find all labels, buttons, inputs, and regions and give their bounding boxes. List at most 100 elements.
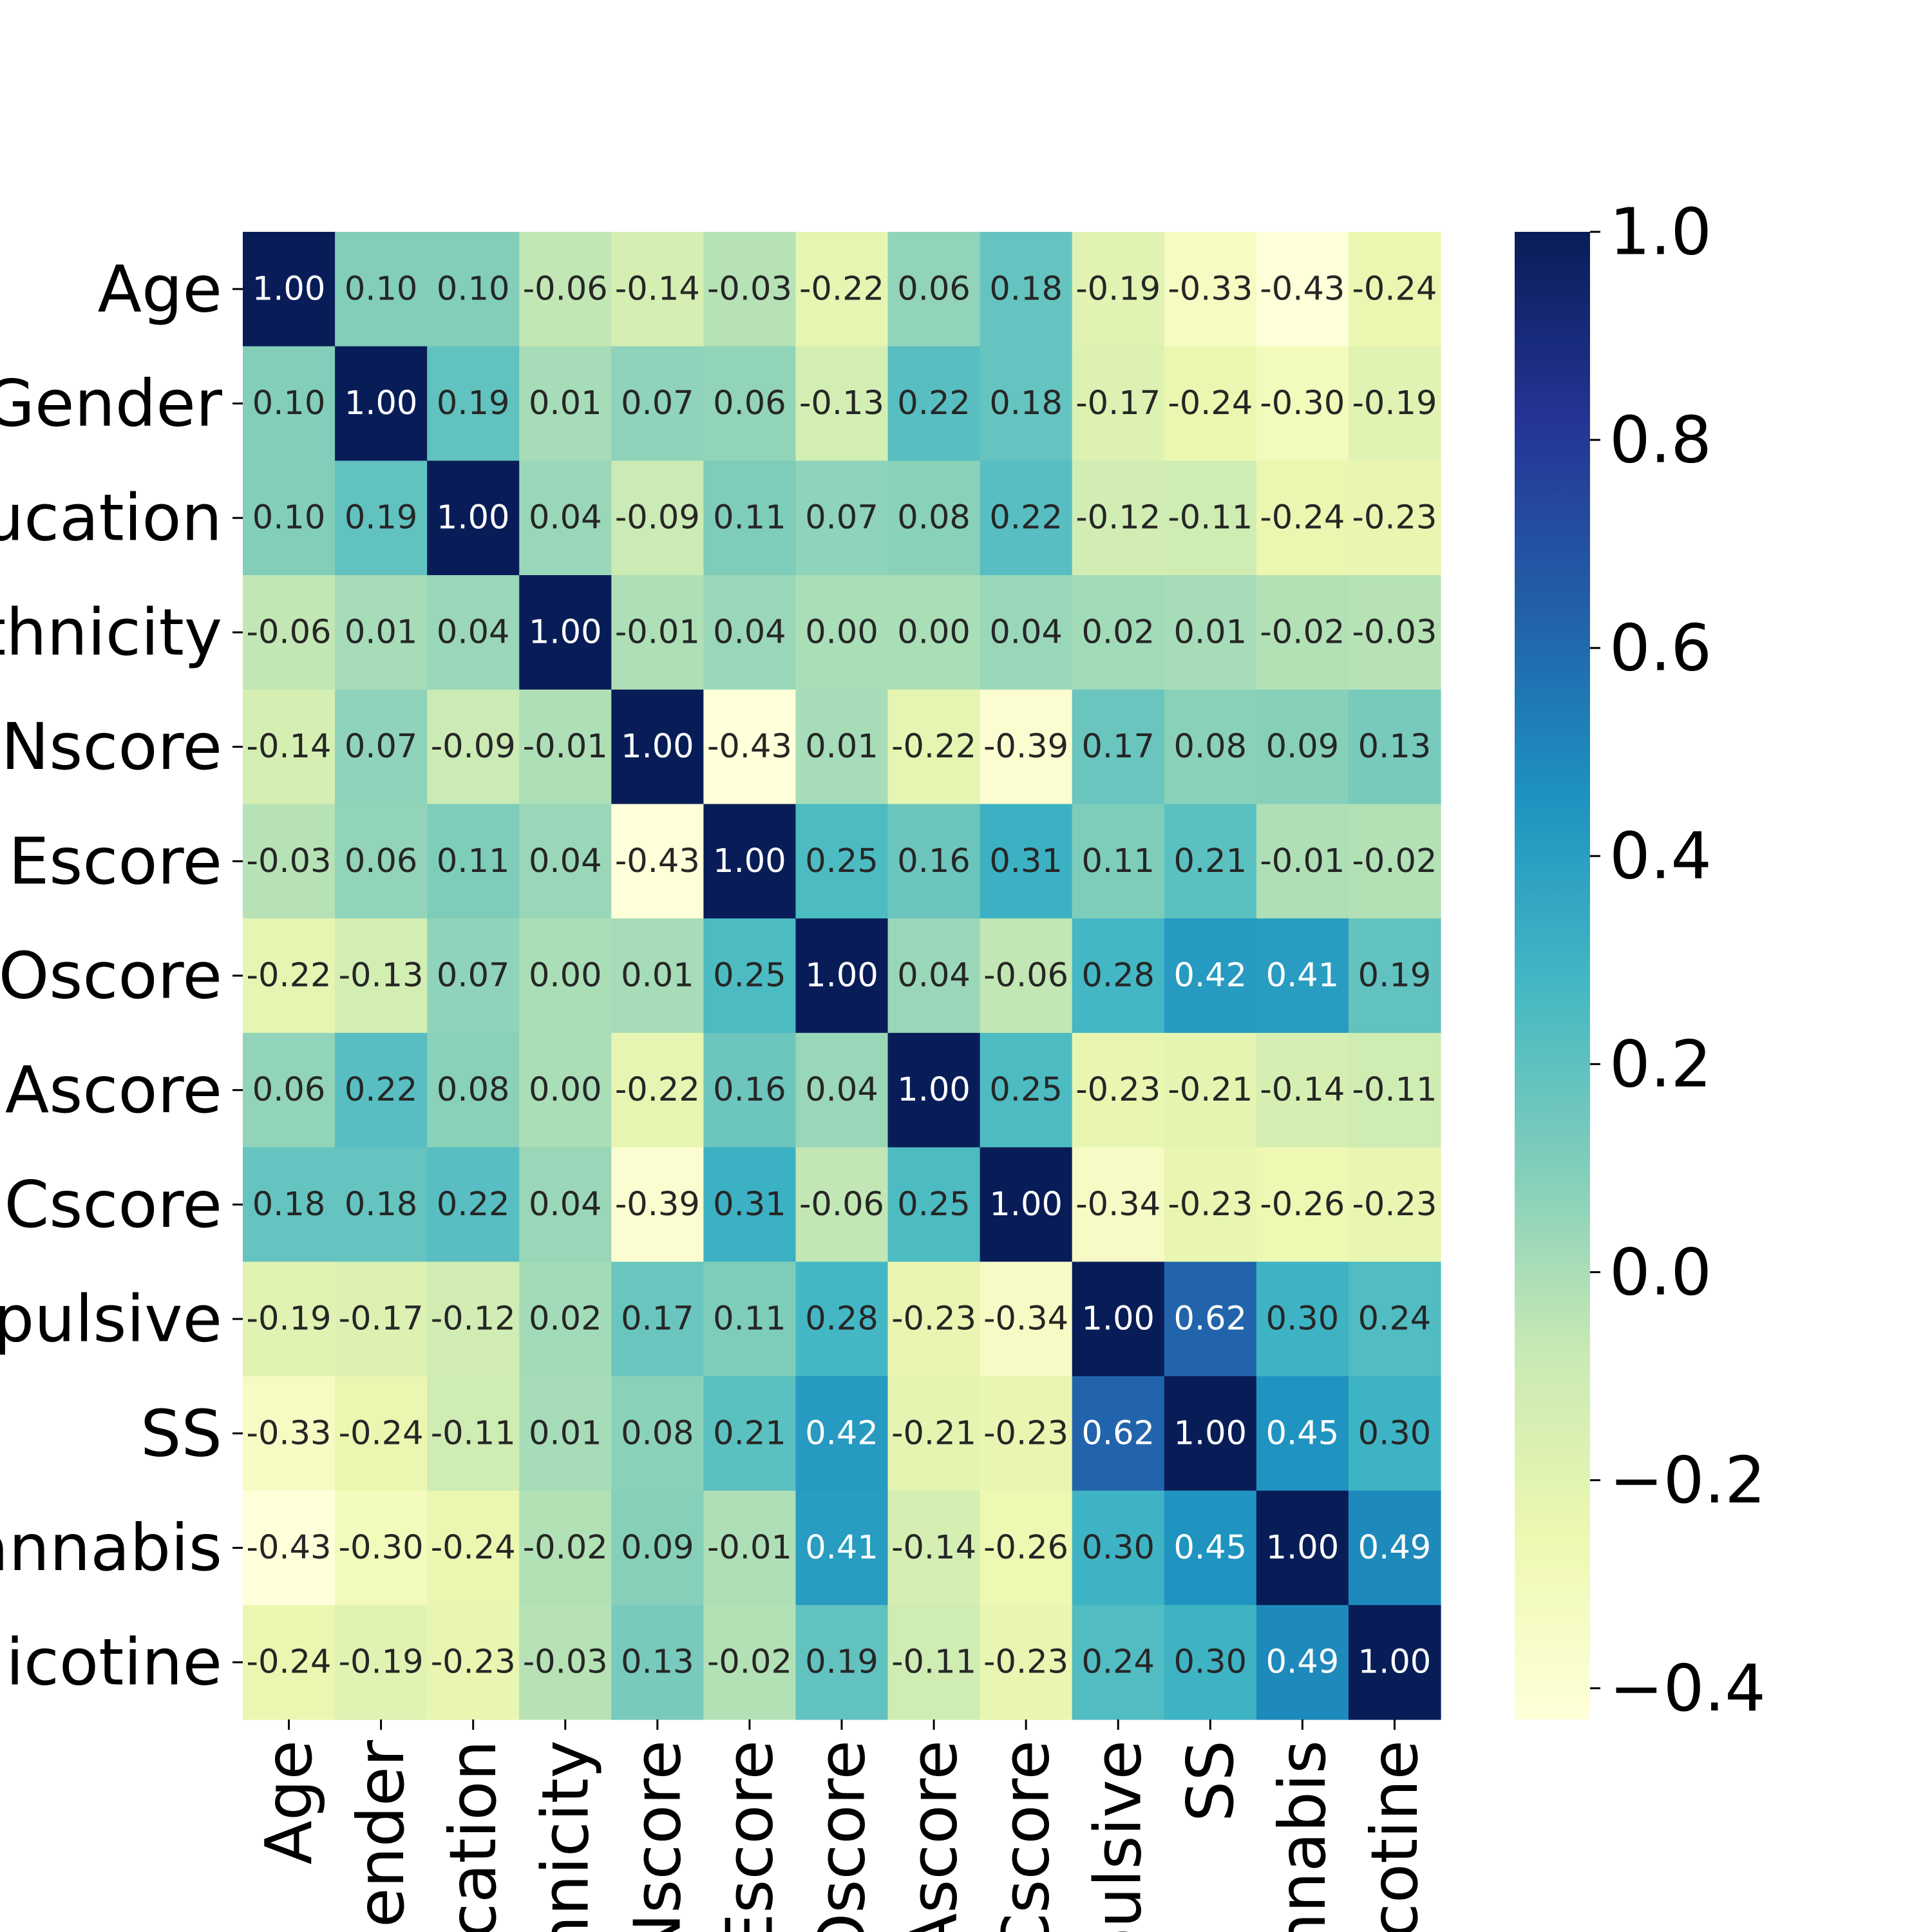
cell-value-age-ss: -0.33 bbox=[1168, 270, 1253, 308]
cell-value-cscore-escore: 0.31 bbox=[713, 1186, 786, 1224]
cell-value-escore-nicotine: -0.02 bbox=[1352, 842, 1437, 880]
cell-impulsive-gender bbox=[335, 1262, 428, 1377]
cell-value-education-nscore: -0.09 bbox=[615, 499, 700, 537]
cell-nscore-gender bbox=[335, 689, 428, 805]
cell-gender-education bbox=[427, 346, 520, 461]
cell-value-education-oscore: 0.07 bbox=[805, 499, 878, 537]
cell-value-education-cannabis: -0.24 bbox=[1260, 499, 1345, 537]
cell-value-age-gender: 0.10 bbox=[345, 270, 418, 308]
y-tick-label-oscore: Oscore bbox=[0, 938, 222, 1014]
cell-value-ascore-cannabis: -0.14 bbox=[1260, 1071, 1345, 1109]
cell-ascore-cannabis bbox=[1256, 1032, 1349, 1148]
colorbar-tick-label: 0.4 bbox=[1609, 819, 1712, 894]
cell-nicotine-ethnicity bbox=[519, 1605, 612, 1720]
cell-value-cscore-ascore: 0.25 bbox=[897, 1186, 971, 1224]
colorbar-tick-label: −0.2 bbox=[1609, 1443, 1766, 1518]
cell-cscore-nscore bbox=[611, 1147, 704, 1262]
cell-value-ethnicity-ethnicity: 1.00 bbox=[529, 613, 602, 651]
cell-value-ss-escore: 0.21 bbox=[713, 1414, 786, 1452]
cell-value-nscore-gender: 0.07 bbox=[345, 728, 418, 766]
cell-gender-escore bbox=[703, 346, 797, 461]
cell-education-cscore bbox=[980, 460, 1073, 576]
cell-value-age-ascore: 0.06 bbox=[897, 270, 971, 308]
cell-value-age-oscore: -0.22 bbox=[799, 270, 884, 308]
cell-escore-ethnicity bbox=[519, 804, 612, 919]
cell-cannabis-cscore bbox=[980, 1490, 1073, 1605]
cell-ss-ethnicity bbox=[519, 1376, 612, 1492]
cell-value-oscore-impulsive: 0.28 bbox=[1081, 957, 1155, 995]
cell-value-nicotine-cscore: -0.23 bbox=[983, 1643, 1068, 1681]
cell-value-cscore-cannabis: -0.26 bbox=[1260, 1186, 1345, 1224]
cell-escore-escore bbox=[703, 804, 797, 919]
cell-value-oscore-ethnicity: 0.00 bbox=[529, 957, 602, 995]
cell-cannabis-oscore bbox=[795, 1490, 889, 1605]
cell-cannabis-ascore bbox=[887, 1490, 981, 1605]
cell-value-ascore-cscore: 0.25 bbox=[989, 1071, 1063, 1109]
cell-value-ascore-impulsive: -0.23 bbox=[1075, 1071, 1160, 1109]
cell-value-impulsive-ascore: -0.23 bbox=[891, 1300, 976, 1338]
cell-value-cannabis-escore: -0.01 bbox=[707, 1529, 792, 1567]
y-tick-label-age: Age bbox=[98, 251, 222, 327]
cell-nicotine-education bbox=[427, 1605, 520, 1720]
cell-cscore-cscore bbox=[980, 1147, 1073, 1262]
cell-cannabis-nscore bbox=[611, 1490, 704, 1605]
cell-value-age-education: 0.10 bbox=[437, 270, 510, 308]
cell-value-cannabis-nicotine: 0.49 bbox=[1358, 1529, 1432, 1567]
cell-ss-oscore bbox=[795, 1376, 889, 1492]
cell-nscore-age bbox=[243, 689, 336, 805]
cell-value-escore-ss: 0.21 bbox=[1174, 842, 1247, 880]
cell-ss-cscore bbox=[980, 1376, 1073, 1492]
cell-cscore-impulsive bbox=[1072, 1147, 1165, 1262]
cell-value-cscore-nicotine: -0.23 bbox=[1352, 1186, 1437, 1224]
cell-value-cscore-oscore: -0.06 bbox=[799, 1186, 884, 1224]
cell-cannabis-impulsive bbox=[1072, 1490, 1165, 1605]
cell-ascore-gender bbox=[335, 1032, 428, 1148]
cell-value-cscore-age: 0.18 bbox=[252, 1186, 326, 1224]
cell-nscore-ascore bbox=[887, 689, 981, 805]
cell-gender-cannabis bbox=[1256, 346, 1349, 461]
cell-ethnicity-cannabis bbox=[1256, 575, 1349, 690]
cell-value-ss-nscore: 0.08 bbox=[621, 1414, 694, 1452]
cell-value-age-nicotine: -0.24 bbox=[1352, 270, 1437, 308]
cell-oscore-nscore bbox=[611, 918, 704, 1034]
cell-value-ss-oscore: 0.42 bbox=[805, 1414, 878, 1452]
cell-ethnicity-age bbox=[243, 575, 336, 690]
cell-value-nicotine-gender: -0.19 bbox=[339, 1643, 424, 1681]
cell-escore-ascore bbox=[887, 804, 981, 919]
cell-escore-ss bbox=[1164, 804, 1257, 919]
y-tick-label-education: Education bbox=[0, 480, 222, 556]
cell-value-escore-impulsive: 0.11 bbox=[1081, 842, 1155, 880]
cell-gender-gender bbox=[335, 346, 428, 461]
cell-value-impulsive-gender: -0.17 bbox=[339, 1300, 424, 1338]
cell-nscore-cannabis bbox=[1256, 689, 1349, 805]
cell-education-impulsive bbox=[1072, 460, 1165, 576]
cell-impulsive-escore bbox=[703, 1262, 797, 1377]
cell-value-impulsive-education: -0.12 bbox=[431, 1300, 516, 1338]
cell-impulsive-education bbox=[427, 1262, 520, 1377]
cell-value-nicotine-ss: 0.30 bbox=[1174, 1643, 1247, 1681]
cell-nicotine-age bbox=[243, 1605, 336, 1720]
x-tick-label-cscore: Cscore bbox=[989, 1740, 1064, 1932]
cell-value-impulsive-age: -0.19 bbox=[247, 1300, 332, 1338]
cell-value-oscore-cannabis: 0.41 bbox=[1266, 957, 1340, 995]
x-tick-label-age: Age bbox=[251, 1740, 327, 1864]
cell-value-ethnicity-age: -0.06 bbox=[247, 613, 332, 651]
cell-value-ss-education: -0.11 bbox=[431, 1414, 516, 1452]
cell-value-cscore-nscore: -0.39 bbox=[615, 1186, 700, 1224]
cell-education-escore bbox=[703, 460, 797, 576]
cell-cscore-escore bbox=[703, 1147, 797, 1262]
y-tick-label-escore: Escore bbox=[8, 824, 222, 899]
cell-value-ethnicity-oscore: 0.00 bbox=[805, 613, 878, 651]
cell-escore-cscore bbox=[980, 804, 1073, 919]
cell-ethnicity-impulsive bbox=[1072, 575, 1165, 690]
cell-value-gender-cannabis: -0.30 bbox=[1260, 384, 1345, 422]
cell-value-gender-gender: 1.00 bbox=[345, 384, 418, 422]
cell-nscore-nscore bbox=[611, 689, 704, 805]
cell-oscore-escore bbox=[703, 918, 797, 1034]
cell-gender-cscore bbox=[980, 346, 1073, 461]
x-tick-label-ascore: Ascore bbox=[896, 1740, 972, 1932]
cell-value-ss-ethnicity: 0.01 bbox=[529, 1414, 602, 1452]
cell-cscore-ss bbox=[1164, 1147, 1257, 1262]
colorbar-tick-label: 0.8 bbox=[1609, 402, 1712, 478]
